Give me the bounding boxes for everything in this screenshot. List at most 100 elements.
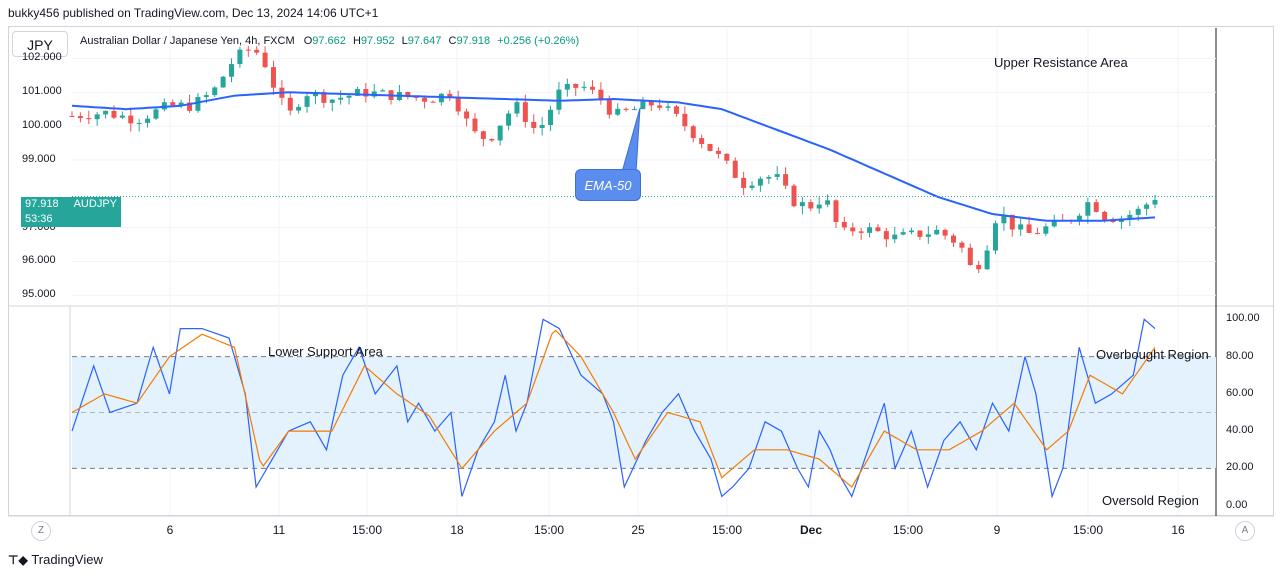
candle-body xyxy=(245,49,251,51)
candle xyxy=(556,81,562,115)
zoom-left-button[interactable]: Z xyxy=(31,521,51,541)
candle xyxy=(1018,217,1024,236)
candle-body xyxy=(959,242,965,248)
candle-body xyxy=(187,102,193,111)
candle-body xyxy=(917,230,923,237)
close-value: 97.918 xyxy=(456,35,491,47)
candle xyxy=(178,99,184,109)
candle-body xyxy=(909,230,915,233)
candle-body xyxy=(195,97,201,111)
candle-body xyxy=(841,221,847,228)
candle-body xyxy=(976,264,982,270)
candle-body xyxy=(128,115,134,124)
candle xyxy=(673,104,679,117)
candle xyxy=(959,240,965,253)
candle-body xyxy=(464,111,470,119)
candle-body xyxy=(1093,202,1099,212)
candle-body xyxy=(892,234,898,240)
candle-body xyxy=(791,185,797,207)
candle xyxy=(1001,206,1007,231)
candle-body xyxy=(858,231,864,233)
candle-body xyxy=(304,96,310,107)
candle-body xyxy=(615,108,621,115)
candle-body xyxy=(699,138,705,144)
candle xyxy=(472,113,478,134)
candle-body xyxy=(657,105,663,108)
candle xyxy=(925,226,931,244)
candle-body xyxy=(270,67,276,88)
candle xyxy=(321,89,327,108)
candle-body xyxy=(715,150,721,154)
candle xyxy=(640,96,646,110)
instrument-title: Australian Dollar / Japanese Yen, 4h, FX… xyxy=(80,35,295,47)
candle-body xyxy=(136,122,142,124)
candle-body xyxy=(1152,200,1158,205)
candle xyxy=(304,92,310,113)
candle xyxy=(724,153,730,165)
candle-body xyxy=(833,200,839,222)
open-label: O xyxy=(303,35,313,47)
candle xyxy=(816,196,822,214)
candle xyxy=(455,90,461,116)
time-tick-label: 16 xyxy=(1171,523,1185,537)
candle-body xyxy=(816,204,822,209)
candle-body xyxy=(539,125,545,128)
price-tick-label: 100.000 xyxy=(22,119,62,132)
candle-body xyxy=(1102,211,1108,220)
candle-body xyxy=(606,98,612,115)
symbol-badge[interactable]: JPY xyxy=(12,31,68,57)
high-label: H xyxy=(352,35,361,47)
candle-body xyxy=(111,110,117,118)
candle xyxy=(1043,223,1049,237)
candle-body xyxy=(992,223,998,251)
candle-body xyxy=(312,92,318,97)
price-tick-label: 102.000 xyxy=(22,51,62,64)
candle xyxy=(900,228,906,236)
candle xyxy=(220,75,226,88)
candle xyxy=(984,245,990,271)
candle-body xyxy=(422,97,428,102)
footer-brand: TradingView xyxy=(31,552,103,567)
candle-body xyxy=(69,115,75,117)
candle-body xyxy=(170,102,176,106)
candle xyxy=(1093,199,1099,213)
price-panel xyxy=(69,45,1216,274)
candle-body xyxy=(354,89,360,96)
candle-body xyxy=(1018,224,1024,230)
candle-body xyxy=(875,227,881,232)
candle-body xyxy=(119,115,125,118)
candle xyxy=(237,46,243,68)
candle-body xyxy=(967,247,973,265)
candle-body xyxy=(648,101,654,106)
change-value: +0.256 (+0.26%) xyxy=(497,35,580,47)
low-value: 97.647 xyxy=(407,35,442,47)
candle xyxy=(598,82,604,105)
candle-body xyxy=(531,121,537,128)
ohlc-info-line: Australian Dollar / Japanese Yen, 4h, FX… xyxy=(80,35,579,47)
candle xyxy=(942,228,948,240)
candle-body xyxy=(598,89,604,99)
candle-body xyxy=(94,114,100,120)
candle-body xyxy=(1034,232,1040,234)
candle-body xyxy=(573,83,579,88)
candle-body xyxy=(564,83,570,90)
candle-body xyxy=(682,113,688,127)
candle-body xyxy=(472,118,478,132)
auto-scale-button[interactable]: A xyxy=(1235,521,1255,541)
candle-body xyxy=(86,118,92,120)
candle-body xyxy=(783,174,789,186)
candle-body xyxy=(1009,214,1015,230)
candle-body xyxy=(514,102,520,114)
candle xyxy=(464,108,470,127)
candle-body xyxy=(673,106,679,114)
candle xyxy=(229,58,235,83)
candle-body xyxy=(925,234,931,237)
candle-body xyxy=(581,86,587,88)
stoch-k-line xyxy=(71,318,1156,499)
candle xyxy=(631,106,637,111)
candle xyxy=(774,166,780,181)
candle xyxy=(875,224,881,232)
candle xyxy=(506,110,512,131)
candle-body xyxy=(489,138,495,141)
